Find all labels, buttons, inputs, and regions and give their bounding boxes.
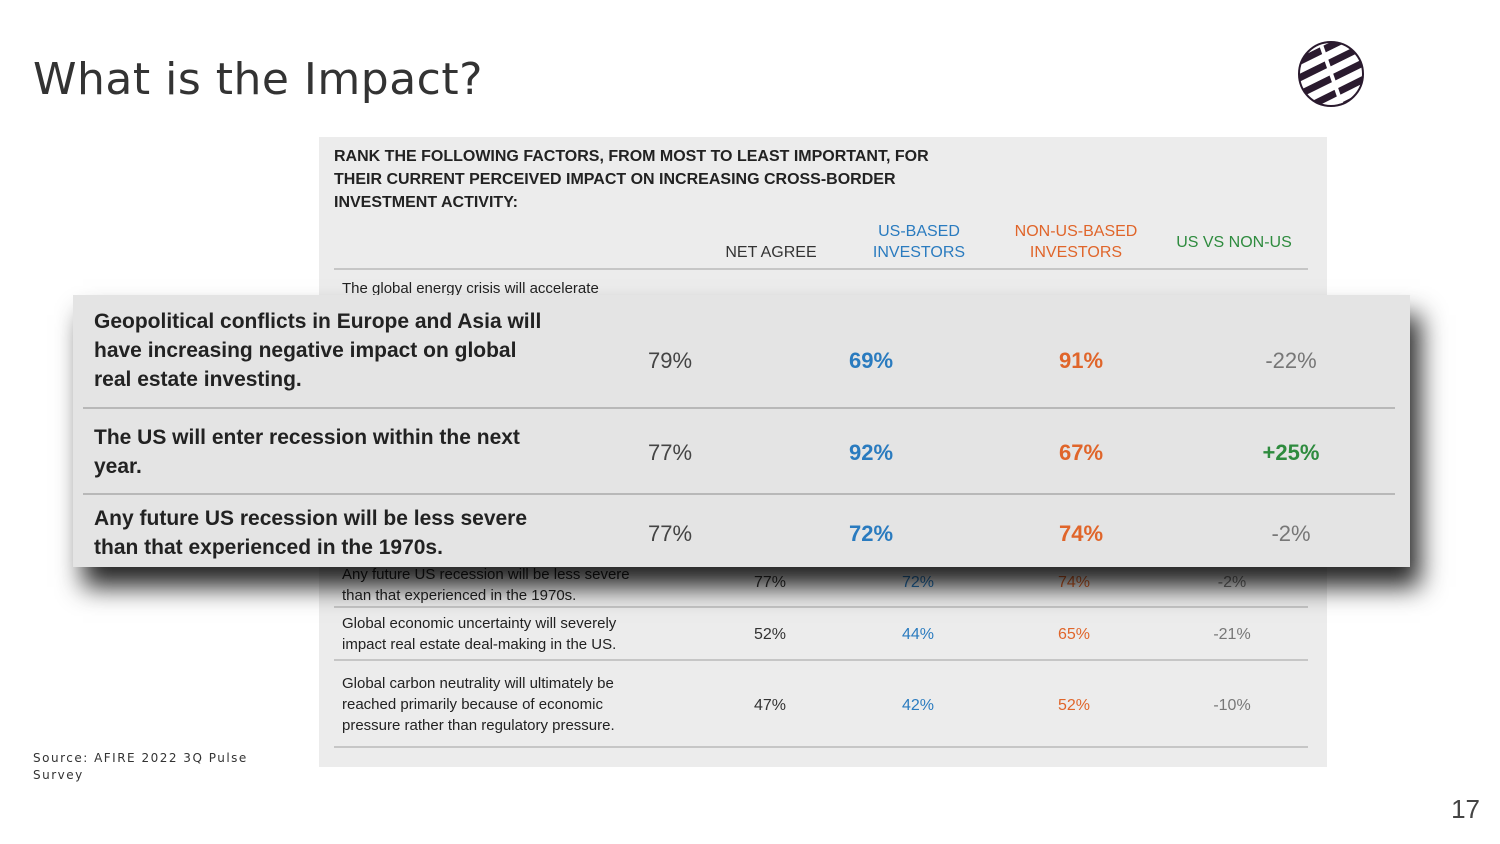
highlight-us-value: 72%	[848, 521, 894, 546]
row-non-us-value: 65%	[1057, 626, 1091, 643]
row-divider	[334, 606, 1308, 608]
highlight-divider	[83, 493, 1395, 495]
header-net-agree: NET AGREE	[725, 244, 817, 261]
page-number: 17	[1451, 794, 1480, 824]
row-us-value: 42%	[901, 697, 935, 714]
highlight-statement: Geopolitical conflicts in Europe and Asi…	[94, 310, 542, 391]
highlight-diff-value: -22%	[1265, 348, 1317, 373]
row-divider	[334, 659, 1308, 661]
highlight-non-us-value: 91%	[1058, 348, 1104, 373]
header-non-us-based: NON-US-BASED INVESTORS	[1014, 223, 1138, 261]
highlight-diff-value: +25%	[1262, 440, 1320, 465]
highlight-us-value: 92%	[848, 440, 894, 465]
row-divider	[334, 746, 1308, 748]
highlight-non-us-value: 74%	[1058, 521, 1104, 546]
highlight-non-us-value: 67%	[1058, 440, 1104, 465]
slide-title: What is the Impact?	[33, 54, 483, 105]
highlight-divider	[83, 407, 1395, 409]
row-statement: Global carbon neutrality will ultimately…	[342, 675, 615, 734]
highlight-statement: Any future US recession will be less sev…	[94, 507, 528, 559]
row-statement: Global economic uncertainty will severel…	[342, 615, 617, 653]
source-note: Source: AFIRE 2022 3Q Pulse Survey	[33, 751, 248, 782]
row-diff-value: -21%	[1213, 626, 1251, 643]
row-diff-value: -2%	[1217, 574, 1247, 591]
row-us-value: 44%	[901, 626, 935, 643]
row-diff-value: -10%	[1213, 697, 1251, 714]
survey-question: Rank the following factors, from most to…	[334, 148, 929, 211]
row-us-value: 72%	[901, 574, 935, 591]
logo-icon	[1298, 41, 1364, 107]
table-row: Any future US recession will be less sev…	[334, 562, 1308, 608]
highlight-statement: The US will enter recession within the n…	[94, 426, 520, 478]
row-net-agree: 47%	[753, 697, 787, 714]
header-us-vs-non-us: US VS NON-US	[1176, 234, 1292, 251]
partial-row-text: The global energy crisis will accelerate	[342, 280, 599, 297]
header-divider	[334, 268, 1308, 270]
row-non-us-value: 52%	[1057, 697, 1091, 714]
highlight-zoom-panel: Geopolitical conflicts in Europe and Asi…	[73, 295, 1410, 567]
header-us-based: US-BASED INVESTORS	[872, 223, 966, 261]
row-net-agree: 77%	[753, 574, 787, 591]
row-non-us-value: 74%	[1057, 574, 1091, 591]
highlight-diff-value: -2%	[1271, 521, 1311, 546]
row-net-agree: 52%	[753, 626, 787, 643]
row-statement: Any future US recession will be less sev…	[342, 566, 630, 604]
highlight-net-agree: 79%	[647, 348, 693, 373]
highlight-us-value: 69%	[848, 348, 894, 373]
highlight-net-agree: 77%	[647, 521, 693, 546]
highlight-net-agree: 77%	[647, 440, 693, 465]
